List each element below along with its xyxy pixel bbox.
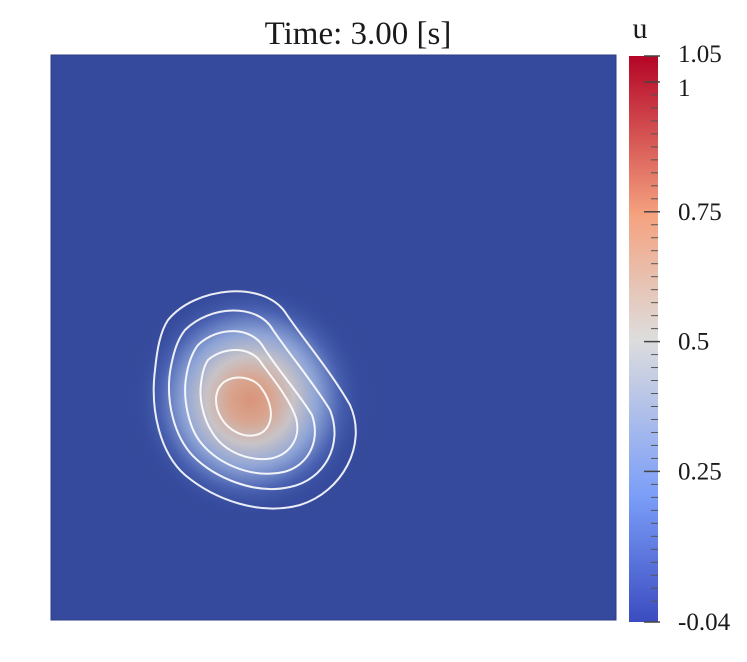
contour-line bbox=[168, 309, 336, 491]
chart-title: Time: 3.00 [s] bbox=[265, 16, 452, 52]
colorbar-tick-label: 0.25 bbox=[678, 458, 722, 485]
contour-line bbox=[184, 330, 316, 475]
contour-line bbox=[152, 290, 357, 510]
colorbar-tick-label: -0.04 bbox=[678, 609, 731, 636]
colorbar-tick-label: 0.5 bbox=[678, 329, 709, 356]
contour-line bbox=[199, 348, 299, 461]
colorbar-major-ticks bbox=[644, 55, 660, 623]
colorbar-title: u bbox=[633, 12, 648, 45]
colorbar: u 1.05 1 0.75 0.5 0.25 -0.04 bbox=[629, 12, 731, 636]
colorbar-gradient bbox=[629, 56, 658, 622]
plot-border bbox=[50, 54, 617, 621]
colorbar-tick-label: 1 bbox=[678, 75, 691, 102]
heatmap-plot bbox=[51, 55, 616, 620]
colorbar-tick-label: 0.75 bbox=[678, 199, 722, 226]
colorbar-tick-label: 1.05 bbox=[678, 41, 722, 68]
contour-lines bbox=[152, 290, 357, 510]
contour-line bbox=[214, 376, 272, 437]
colorbar-tick-labels: 1.05 1 0.75 0.5 0.25 -0.04 bbox=[678, 41, 731, 636]
